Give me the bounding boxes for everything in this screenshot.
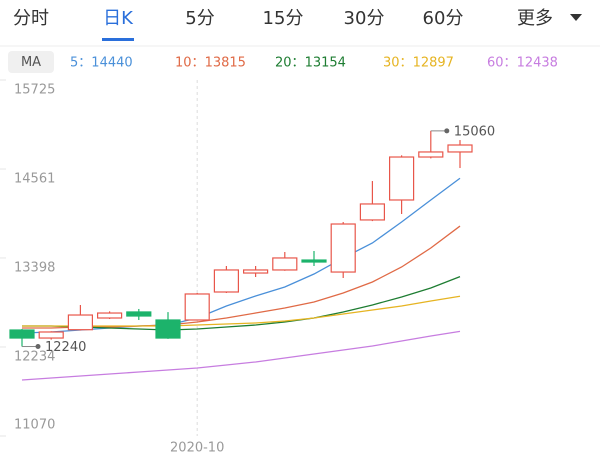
ma-value: 12897 [413,55,454,70]
candle-body [184,293,210,321]
candle-body [126,311,152,317]
candle-body [272,257,298,271]
tab[interactable]: 15分 [263,8,304,29]
annotation-dot [444,128,450,134]
ma-separator: ： [292,55,305,70]
ma-name: 5 [70,55,78,70]
ma-value: 12438 [517,55,558,70]
ma-value: 14440 [91,55,132,70]
candle-body [38,331,64,339]
y-tick-label: 11070 [14,418,55,433]
annotation-label: 15060 [454,124,495,139]
ma-name: 20 [275,55,292,70]
candle-body [359,203,385,221]
ma-badge [8,51,54,73]
ma-value: 13815 [205,55,246,70]
candle-body [301,259,327,263]
y-tick-label: 13398 [14,260,55,275]
ma-line [21,177,461,334]
tab[interactable]: 更多 [517,8,553,29]
ma-name: 30 [383,55,400,70]
y-tick-label: 14561 [14,172,55,187]
ma-separator: ： [504,55,517,70]
dropdown-arrow[interactable] [570,14,582,21]
ma-name: 60 [487,55,504,70]
tab[interactable]: 5分 [185,8,214,29]
candle-body [155,319,181,339]
ma-legend: 60：12438 [487,55,558,70]
ma-line [22,295,461,327]
ma-name: 10 [175,55,192,70]
x-tick-label: 2020-10 [170,441,224,456]
tab-underline [102,38,134,41]
candle-body [9,329,35,339]
candle-body [67,314,94,331]
candle-body [96,312,123,319]
annotation-dot [35,344,41,350]
candle-body [389,156,415,201]
ma-label: MA [21,55,41,70]
ma-separator: ： [400,55,413,70]
ma-legend: 10：13815 [175,55,246,70]
tab[interactable]: 分时 [13,8,49,29]
ma-separator: ： [78,55,91,70]
candle-body [447,144,473,153]
y-tick-label: 15725 [14,83,55,98]
candle-body [243,269,269,274]
candle-body [418,151,444,158]
ma-value: 13154 [305,55,346,70]
ma-separator: ： [192,55,205,70]
ma-legend: 20：13154 [275,55,346,70]
tab[interactable]: 30分 [344,8,385,29]
candle-body [330,223,356,273]
candle-body [213,269,239,293]
ma-line [21,330,461,381]
tab[interactable]: 60分 [423,8,464,29]
annotation-label: 12240 [45,340,86,355]
ma-legend: 5：14440 [70,55,133,70]
ma-line [22,276,461,331]
ma-line [22,225,461,329]
tab[interactable]: 日K [103,8,134,29]
ma-legend: 30：12897 [383,55,454,70]
y-tick-label: 12234 [14,349,55,364]
